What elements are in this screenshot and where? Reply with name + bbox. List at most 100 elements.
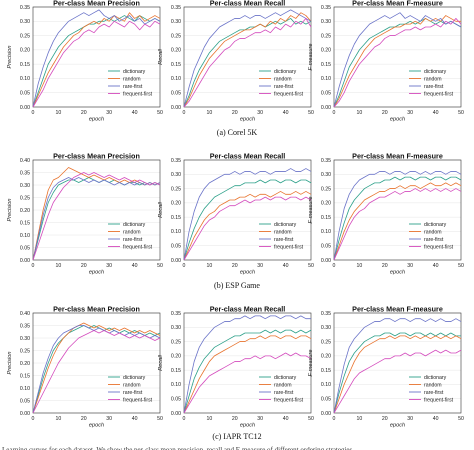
series-line-frequent-first (183, 352, 312, 414)
y-tick-label: 0.00 (321, 258, 331, 264)
x-tick-label: 40 (433, 110, 439, 116)
plot-frame (333, 159, 462, 261)
chart-panel-2: Per-class Mean Recall 0.00 0.05 0.10 0.15 0.2… (158, 0, 314, 123)
x-tick-label: 30 (257, 110, 263, 116)
y-tick-label: 0.05 (171, 91, 181, 97)
caption-iapr-tc12: (c) IAPR TC12 (212, 432, 262, 441)
legend-label-frequent-first: frequent-first (123, 91, 153, 97)
legend-label-frequent-first: frequent-first (424, 91, 454, 97)
x-tick-label: 50 (308, 416, 314, 422)
legend-label-random: random (123, 229, 141, 235)
y-axis-label: Recall (158, 354, 164, 370)
series-line-random (333, 182, 462, 261)
y-tick-label: 0.10 (171, 76, 181, 82)
legend-label-random: random (123, 76, 141, 82)
x-axis-label: epoch (240, 270, 255, 276)
y-tick-label: 0.05 (171, 397, 181, 403)
x-tick-label: 30 (407, 263, 413, 269)
y-tick-label: 0.35 (171, 311, 181, 317)
legend-label-frequent-first: frequent-first (274, 244, 304, 250)
legend-label-random: random (424, 382, 442, 388)
x-tick-label: 40 (283, 263, 289, 269)
legend-label-random: random (274, 229, 292, 235)
x-axis-label: epoch (89, 423, 104, 429)
x-tick-label: 0 (183, 263, 186, 269)
y-axis-label: Recall (158, 48, 164, 64)
legend-label-rare-first: rare-first (274, 84, 294, 90)
y-tick-label: 0.30 (321, 172, 331, 178)
chart-panel-5: Per-class Mean Recall 0.00 0.05 0.10 0.15 0.2… (158, 152, 314, 276)
y-tick-label: 0.25 (171, 33, 181, 39)
y-tick-label: 0.00 (171, 411, 181, 417)
y-tick-label: 0.15 (321, 62, 331, 68)
x-tick-label: 30 (106, 416, 112, 422)
y-tick-label: 0.30 (20, 183, 30, 189)
y-tick-label: 0.15 (171, 368, 181, 374)
x-tick-label: 30 (106, 263, 112, 269)
x-tick-label: 50 (458, 263, 464, 269)
y-tick-label: 0.35 (321, 311, 331, 317)
y-tick-label: 0.30 (20, 19, 30, 25)
legend-label-rare-first: rare-first (123, 390, 143, 396)
legend-label-dictionary: dictionary (424, 69, 447, 75)
y-tick-label: 0.35 (20, 323, 30, 329)
x-tick-label: 10 (56, 110, 62, 116)
y-tick-label: 0.15 (20, 62, 30, 68)
x-axis-label: epoch (390, 270, 405, 276)
plot-frame (32, 312, 161, 414)
x-axis-label: epoch (240, 117, 255, 123)
x-tick-label: 40 (433, 416, 439, 422)
x-tick-label: 30 (257, 263, 263, 269)
plot-frame (32, 6, 161, 108)
legend-label-random: random (123, 382, 141, 388)
x-tick-label: 0 (32, 416, 35, 422)
chart-title: Per-class Mean Recall (210, 305, 286, 314)
y-tick-label: 0.15 (20, 220, 30, 226)
y-axis-label: Precision (7, 198, 13, 221)
y-tick-label: 0.20 (321, 354, 331, 360)
y-tick-label: 0.05 (321, 397, 331, 403)
y-axis-label: F-measure (308, 349, 314, 376)
y-tick-label: 0.20 (20, 48, 30, 54)
y-tick-label: 0.10 (321, 229, 331, 235)
y-tick-label: 0.40 (20, 311, 30, 317)
legend-label-dictionary: dictionary (123, 375, 146, 381)
y-tick-label: 0.25 (321, 339, 331, 345)
series-line-frequent-first (183, 196, 312, 261)
y-tick-label: 0.00 (20, 258, 30, 264)
x-tick-label: 40 (132, 263, 138, 269)
chart-panel-7: Per-class Mean Precision 0.00 0.05 0.10 0.15… (7, 305, 163, 429)
legend-label-dictionary: dictionary (123, 222, 146, 228)
y-axis-label: Recall (158, 201, 164, 217)
y-tick-label: 0.00 (20, 105, 30, 111)
x-tick-label: 10 (56, 263, 62, 269)
y-tick-label: 0.30 (171, 19, 181, 25)
series-line-frequent-first (333, 188, 462, 261)
series-line-frequent-first (183, 18, 312, 108)
y-tick-label: 0.10 (20, 76, 30, 82)
x-tick-label: 10 (207, 416, 213, 422)
y-tick-label: 0.35 (171, 5, 181, 11)
x-tick-label: 0 (333, 416, 336, 422)
y-tick-label: 0.10 (321, 382, 331, 388)
x-tick-label: 20 (232, 110, 238, 116)
y-tick-label: 0.10 (171, 229, 181, 235)
x-tick-label: 20 (81, 416, 87, 422)
x-tick-label: 0 (32, 110, 35, 116)
x-tick-label: 50 (308, 263, 314, 269)
x-tick-label: 40 (132, 416, 138, 422)
y-tick-label: 0.35 (20, 170, 30, 176)
chart-panel-8: Per-class Mean Recall 0.00 0.05 0.10 0.15 0.2… (158, 305, 314, 429)
x-tick-label: 20 (232, 416, 238, 422)
legend-label-frequent-first: frequent-first (274, 91, 304, 97)
x-tick-label: 10 (207, 110, 213, 116)
y-tick-label: 0.20 (171, 354, 181, 360)
legend-label-dictionary: dictionary (274, 69, 297, 75)
caption-corel5k: (a) Corel 5K (216, 128, 258, 137)
legend-label-frequent-first: frequent-first (123, 244, 153, 250)
x-tick-label: 0 (183, 416, 186, 422)
legend-label-rare-first: rare-first (424, 84, 444, 90)
y-axis-label: F-measure (308, 43, 314, 70)
legend-label-dictionary: dictionary (424, 222, 447, 228)
